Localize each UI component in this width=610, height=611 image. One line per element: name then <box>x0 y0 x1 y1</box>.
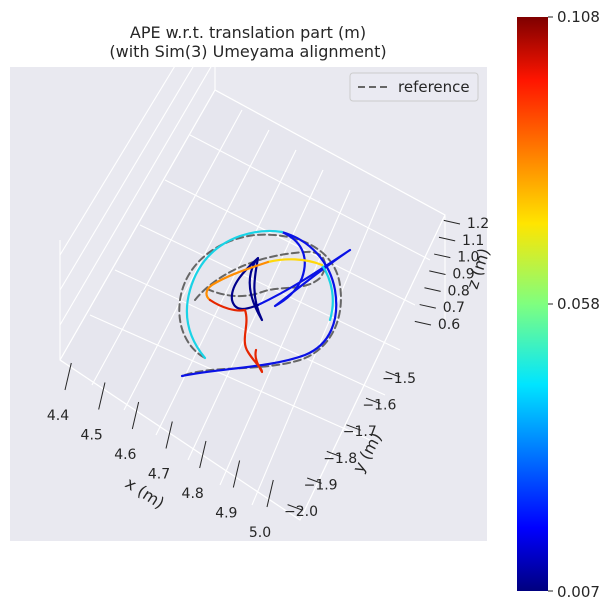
x-axis-tick-mark <box>64 362 72 391</box>
y-axis-tick-label: −1.6 <box>362 398 396 414</box>
z-axis-tick-label: 0.8 <box>448 283 470 299</box>
estimate-segment-orange <box>205 260 270 302</box>
z-axis-tick-mark <box>419 304 436 309</box>
z-axis-tick-label: 1.1 <box>462 233 484 249</box>
z-axis-tick-label: 0.9 <box>452 267 474 283</box>
y-axis-tick-label: −2.0 <box>284 504 318 520</box>
z-axis-tick-label: 1.2 <box>467 216 489 232</box>
x-axis-tick-label: 4.6 <box>114 447 136 463</box>
y-axis-tick-label: −1.8 <box>323 451 357 467</box>
legend-frame <box>349 72 479 102</box>
y-axis-tick-mark <box>287 504 303 511</box>
colorbar-label-mid: 0.058 <box>557 295 600 313</box>
z-axis-tick-label: 0.7 <box>443 300 465 316</box>
z-axis-tick-mark <box>424 287 441 292</box>
grid-3d <box>59 67 446 521</box>
x-axis-tick-mark <box>165 421 173 449</box>
x-axis-tick-mark <box>98 382 106 410</box>
z-axis-tick-mark <box>429 270 446 275</box>
legend-label-reference: reference <box>398 78 470 96</box>
legend: reference <box>349 72 479 102</box>
x-axis-tick-label: 4.8 <box>182 486 204 502</box>
y-axis-ticks: −1.5 −1.6 −1.7 −1.8 −1.9 −2.0 <box>284 371 416 520</box>
z-axis-tick-mark <box>414 320 432 326</box>
z-axis-tick-label: 1.0 <box>457 250 479 266</box>
colorbar-gradient <box>517 17 548 591</box>
y-axis-tick-label: −1.7 <box>343 424 377 440</box>
trajectory-lines <box>178 229 352 378</box>
x-axis-tick-label: 4.5 <box>81 428 103 444</box>
x-axis-tick-mark <box>266 479 274 508</box>
y-axis-tick-mark <box>365 397 381 405</box>
estimate-segment-cyan <box>185 229 334 360</box>
reference-trajectory <box>178 233 342 376</box>
x-axis-ticks: 4.4 4.5 4.6 4.7 4.8 4.9 5.0 <box>47 362 274 541</box>
chart-title: APE w.r.t. translation part (m) <box>130 23 366 42</box>
x-axis-tick-label: 4.7 <box>148 467 170 483</box>
x-axis-tick-mark <box>131 401 140 430</box>
x-axis-tick-label: 4.9 <box>215 506 237 522</box>
z-axis-tick-label: 0.6 <box>438 317 460 333</box>
z-axis-tick-mark <box>438 236 456 242</box>
colorbar-label-max: 0.108 <box>557 8 600 26</box>
estimate-segment-yellow <box>266 258 324 267</box>
estimate-segment-navy <box>230 256 264 322</box>
x-axis-tick-label: 5.0 <box>249 525 271 541</box>
x-axis-tick-mark <box>199 440 207 469</box>
chart-subtitle: (with Sim(3) Umeyama alignment) <box>109 42 386 61</box>
y-axis-tick-mark <box>346 424 361 431</box>
y-axis-tick-mark <box>326 450 342 458</box>
z-axis-tick-mark <box>443 219 461 225</box>
x-axis-tick-mark <box>232 460 241 488</box>
z-axis-ticks: 1.21.11.00.90.80.70.6 <box>414 216 489 333</box>
x-axis-tick-label: 4.4 <box>47 408 69 424</box>
y-axis-tick-mark <box>385 371 401 378</box>
y-axis-tick-label: −1.9 <box>304 477 338 493</box>
z-axis-tick-mark <box>434 253 451 259</box>
estimate-segment-blue <box>180 230 352 378</box>
estimate-segment-red <box>208 298 264 374</box>
y-axis-tick-mark <box>307 477 322 484</box>
colorbar: 0.108 0.058 0.007 <box>517 8 600 601</box>
colorbar-label-min: 0.007 <box>557 583 600 601</box>
y-axis-tick-label: −1.5 <box>382 371 416 387</box>
